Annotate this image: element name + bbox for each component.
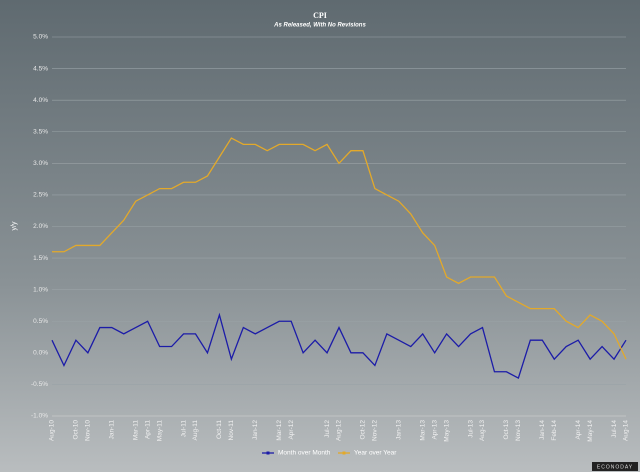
source: ECONODAY [597, 464, 633, 470]
x-tick-label: Feb-14 [551, 420, 558, 441]
y-tick-label: 4.0% [33, 97, 48, 104]
y-tick-label: 0.5% [33, 318, 48, 325]
y-tick-label: 5.0% [33, 34, 48, 41]
x-tick-label: May-13 [443, 420, 450, 442]
y-tick-label: -0.5% [31, 381, 48, 388]
x-tick-label: Nov-12 [372, 420, 379, 441]
y-tick-label: 2.5% [33, 192, 48, 199]
x-tick-label: Oct-10 [73, 420, 80, 440]
series-line [51, 312, 627, 380]
series-line [52, 137, 627, 360]
x-tick-label: Mar-12 [276, 420, 283, 441]
x-tick-label: May-14 [587, 420, 594, 442]
y-tick-label: -1.0% [31, 413, 48, 420]
chart-subtitle: As Released, With No Revisions [273, 23, 366, 29]
x-tick-label: Apr-14 [575, 420, 582, 440]
x-tick-label: Aug-12 [336, 420, 343, 441]
x-tick-label: Oct-11 [216, 420, 223, 439]
x-tick-label: Oct-12 [360, 420, 367, 440]
x-tick-label: Apr-12 [288, 420, 295, 440]
x-tick-label: May-11 [156, 420, 163, 442]
y-tick-label: 3.5% [33, 128, 48, 135]
x-tick-label: Nov-11 [228, 420, 235, 441]
x-tick-label: Jan-11 [109, 420, 116, 440]
x-tick-label: Jan-13 [396, 420, 403, 440]
y-tick-label: 4.5% [33, 65, 48, 72]
x-tick-label: Apr-11 [144, 420, 151, 439]
y-tick-label: 1.0% [33, 286, 48, 293]
legend-marker [342, 451, 346, 455]
y-tick-label: 0.0% [33, 350, 48, 357]
y-tick-label: 2.0% [33, 223, 48, 230]
x-tick-label: Jan-12 [252, 420, 259, 440]
y-tick-label: 1.5% [33, 255, 48, 262]
x-tick-label: Aug-11 [192, 420, 199, 441]
x-tick-label: Jul-11 [180, 420, 187, 438]
x-tick-label: Oct-13 [503, 420, 510, 440]
y-tick-label: 3.0% [33, 160, 48, 167]
x-tick-label: Nov-10 [85, 420, 92, 441]
x-tick-label: Jul-12 [324, 420, 331, 438]
x-tick-label: Jul-13 [467, 420, 474, 438]
x-tick-label: Apr-13 [431, 420, 438, 440]
x-tick-label: Jan-14 [539, 420, 546, 440]
x-tick-label: Mar-11 [132, 420, 139, 440]
x-tick-label: Aug-13 [479, 420, 486, 441]
x-tick-label: Aug-10 [49, 420, 56, 441]
y-axis-label: y/y [11, 221, 18, 230]
legend-label: Month over Month [278, 450, 331, 457]
legend-marker [266, 451, 270, 455]
x-tick-label: Mar-13 [419, 420, 426, 441]
x-tick-label: Aug-14 [623, 420, 630, 441]
x-tick-label: Jul-14 [611, 420, 618, 438]
chart-title: CPI [313, 11, 327, 20]
x-tick-label: Nov-13 [515, 420, 522, 441]
legend-label: Year over Year [354, 450, 397, 457]
source-badge [592, 462, 638, 471]
